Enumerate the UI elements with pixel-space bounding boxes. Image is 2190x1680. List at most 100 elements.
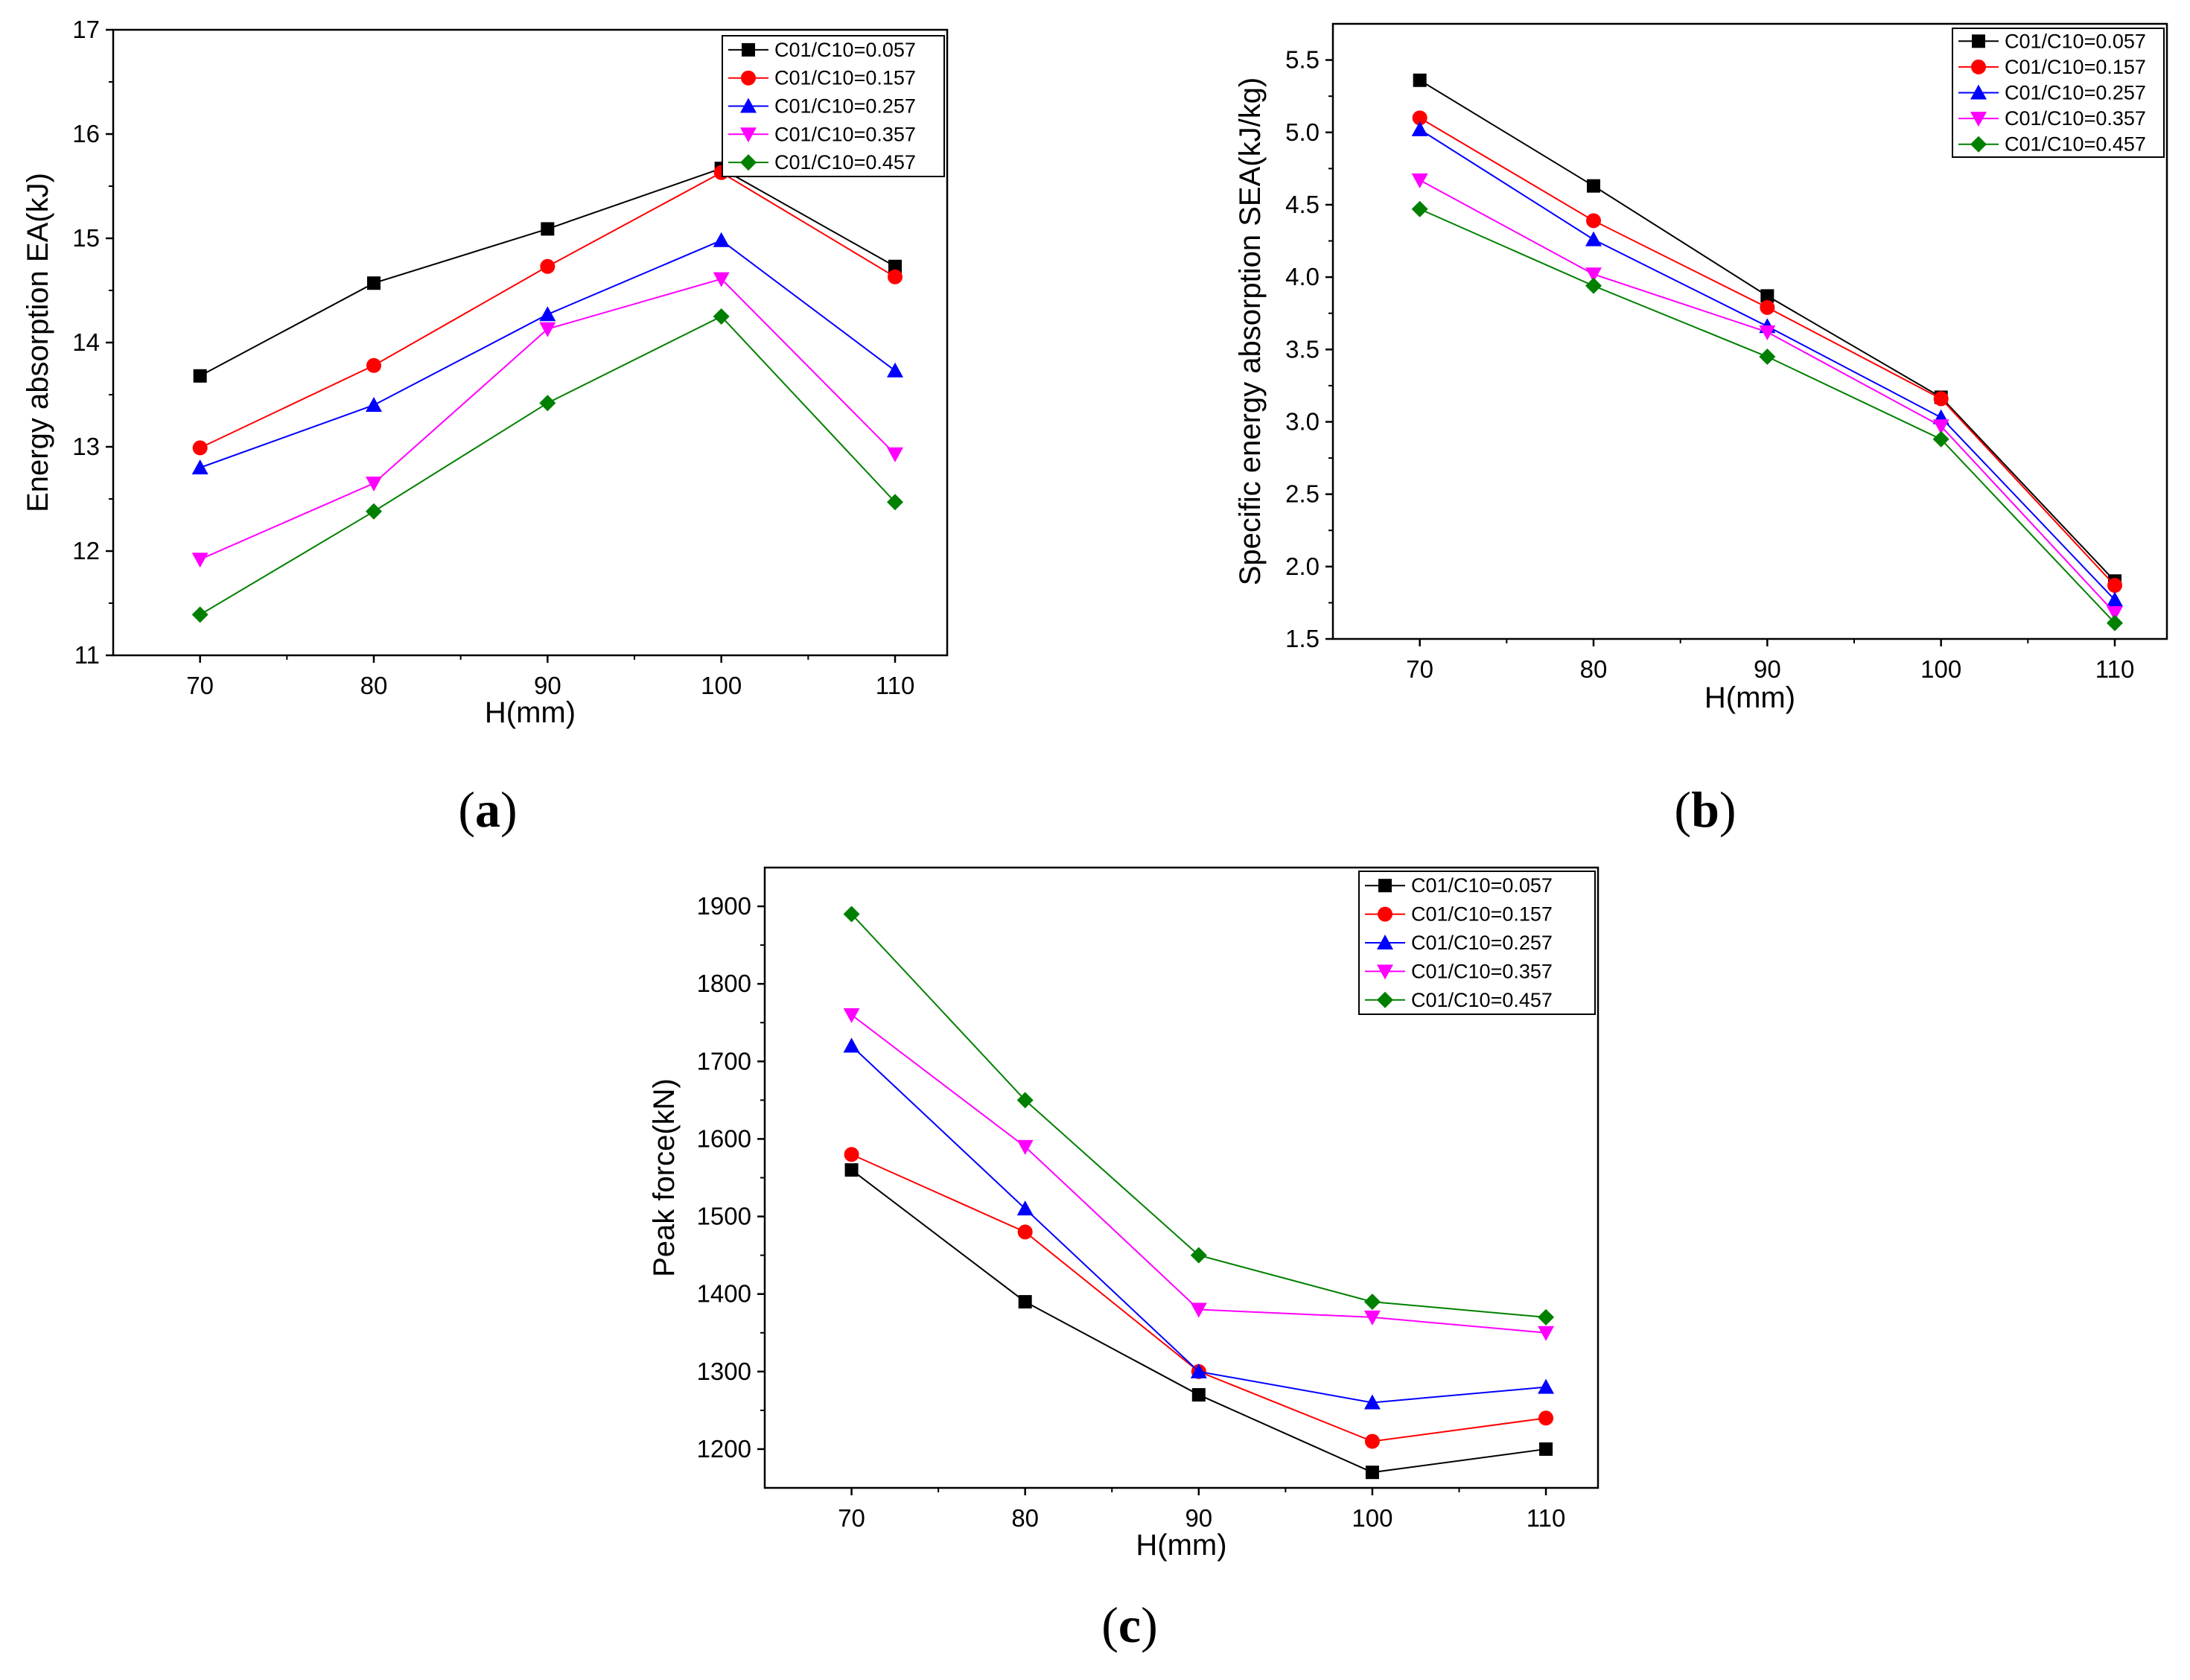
series-2 xyxy=(843,1037,1555,1410)
legend-label: C01/C10=0.457 xyxy=(1411,989,1553,1011)
data-point xyxy=(888,269,903,284)
x-tick-label: 90 xyxy=(1185,1504,1212,1532)
x-tick-label: 80 xyxy=(1011,1504,1039,1532)
x-tick-label: 70 xyxy=(1406,655,1433,683)
data-point xyxy=(366,397,382,412)
legend-marker xyxy=(742,42,755,57)
legend-label: C01/C10=0.157 xyxy=(2005,56,2146,78)
data-point xyxy=(539,395,556,412)
data-point xyxy=(844,1163,859,1177)
y-tick-label: 1200 xyxy=(697,1435,751,1463)
y-tick-label: 1500 xyxy=(697,1203,751,1230)
data-point xyxy=(1411,173,1428,188)
data-point xyxy=(1363,1294,1381,1311)
x-tick-label: 110 xyxy=(1527,1504,1566,1532)
series-line xyxy=(1419,208,2116,624)
data-point xyxy=(539,322,556,337)
legend-label: C01/C10=0.257 xyxy=(1411,932,1553,954)
y-tick-label: 1.5 xyxy=(1285,625,1320,652)
data-point xyxy=(1363,1394,1381,1410)
legend-label: C01/C10=0.257 xyxy=(2005,82,2146,104)
y-tick-label: 5.0 xyxy=(1285,118,1320,146)
panel-label: (a) xyxy=(458,781,517,838)
legend-label: C01/C10=0.057 xyxy=(774,39,916,61)
legend-label: C01/C10=0.057 xyxy=(2005,30,2146,52)
legend-marker xyxy=(740,154,757,171)
data-point xyxy=(1539,1442,1553,1456)
panel-label: (b) xyxy=(1674,781,1736,838)
data-point xyxy=(843,1037,860,1053)
series-3 xyxy=(843,1008,1555,1341)
data-point xyxy=(1363,1310,1381,1326)
y-tick-label: 1600 xyxy=(697,1124,751,1152)
data-point xyxy=(1016,1092,1034,1109)
series-line xyxy=(1419,179,2116,614)
y-tick-label: 1300 xyxy=(697,1358,751,1385)
data-point xyxy=(887,494,903,511)
data-point xyxy=(1016,1200,1034,1216)
legend-marker xyxy=(1377,964,1393,980)
panel-label: (c) xyxy=(1101,1597,1158,1653)
y-tick-label: 1800 xyxy=(697,970,751,997)
series-0 xyxy=(844,1163,1553,1480)
x-axis-label: H(mm) xyxy=(485,696,576,729)
data-point xyxy=(366,357,381,373)
y-tick-label: 12 xyxy=(72,537,100,564)
x-tick-label: 110 xyxy=(876,672,915,699)
data-point xyxy=(887,362,903,378)
data-point xyxy=(1585,267,1602,283)
data-point xyxy=(713,272,730,287)
y-axis-label: Specific energy absorption SEA(kJ/kg) xyxy=(1234,77,1267,586)
series-1 xyxy=(1412,110,2122,594)
data-point xyxy=(1411,121,1428,136)
legend-marker xyxy=(740,127,757,143)
data-point xyxy=(193,369,207,383)
data-point xyxy=(539,306,556,322)
series-4 xyxy=(191,308,903,623)
legend-marker xyxy=(1972,34,1985,48)
data-point xyxy=(192,440,208,456)
data-point xyxy=(2107,591,2123,607)
series-1 xyxy=(192,165,903,456)
data-point xyxy=(540,258,556,274)
legend-marker xyxy=(1970,136,1987,153)
data-point xyxy=(1411,200,1428,217)
data-point xyxy=(1932,430,1949,448)
data-point xyxy=(844,1147,859,1162)
x-axis-label: H(mm) xyxy=(1136,1529,1226,1562)
y-tick-label: 3.5 xyxy=(1285,335,1320,363)
x-tick-label: 100 xyxy=(1920,655,1961,683)
data-point xyxy=(1586,213,1601,229)
data-point xyxy=(888,259,902,273)
x-tick-label: 70 xyxy=(838,1504,865,1532)
data-point xyxy=(843,906,860,923)
legend-marker xyxy=(1378,879,1392,893)
series-2 xyxy=(191,232,903,474)
legend-marker xyxy=(1970,112,1987,127)
x-tick-label: 70 xyxy=(186,672,214,699)
y-tick-label: 14 xyxy=(72,328,100,356)
data-point xyxy=(843,1008,860,1023)
chart-b: 1.5 2.0 2.5 3.0 3.5 4.0 4.5 5.0 5.5 70 80 90 100 110 H… xyxy=(1234,22,2168,838)
data-point xyxy=(1365,1466,1379,1480)
data-point xyxy=(1585,231,1602,246)
data-point xyxy=(1191,1388,1206,1402)
data-point xyxy=(1413,73,1427,87)
series-4 xyxy=(843,906,1555,1326)
plot-frame xyxy=(1331,22,2168,640)
series-3 xyxy=(191,272,903,568)
data-point xyxy=(1585,277,1602,294)
y-tick-label: 11 xyxy=(74,641,100,669)
series-3 xyxy=(1411,173,2123,622)
data-point xyxy=(2107,578,2122,594)
data-point xyxy=(541,222,555,236)
legend-label: C01/C10=0.357 xyxy=(2005,107,2146,130)
series-4 xyxy=(1411,200,2123,631)
legend-label: C01/C10=0.057 xyxy=(1411,874,1553,897)
legend: C01/C10=0.057 C01/C10=0.157 C01/C10=0.257 C… xyxy=(1358,871,1596,1015)
legend-marker xyxy=(1377,935,1393,949)
series-1 xyxy=(844,1147,1554,1449)
y-tick-label: 1400 xyxy=(697,1280,751,1308)
legend-marker xyxy=(1378,906,1392,922)
